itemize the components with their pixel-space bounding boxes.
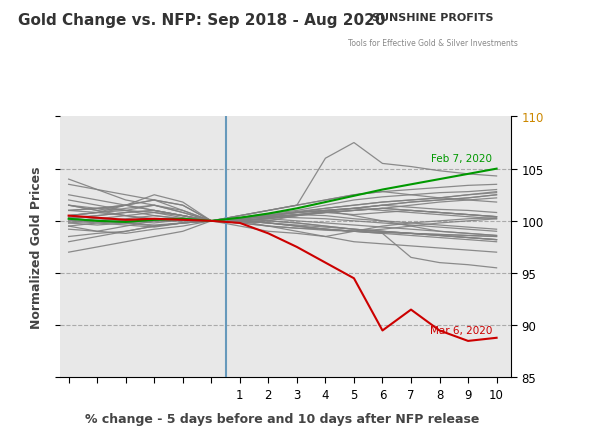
Y-axis label: Normalized Gold Prices: Normalized Gold Prices xyxy=(31,166,43,329)
Text: SUNSHINE PROFITS: SUNSHINE PROFITS xyxy=(372,13,493,23)
Text: % change - 5 days before and 10 days after NFP release: % change - 5 days before and 10 days aft… xyxy=(85,412,480,425)
Text: Tools for Effective Gold & Silver Investments: Tools for Effective Gold & Silver Invest… xyxy=(348,39,517,48)
Text: Gold Change vs. NFP: Sep 2018 - Aug 2020: Gold Change vs. NFP: Sep 2018 - Aug 2020 xyxy=(18,13,385,28)
Text: Mar 6, 2020: Mar 6, 2020 xyxy=(430,325,492,335)
Text: Feb 7, 2020: Feb 7, 2020 xyxy=(432,154,492,164)
